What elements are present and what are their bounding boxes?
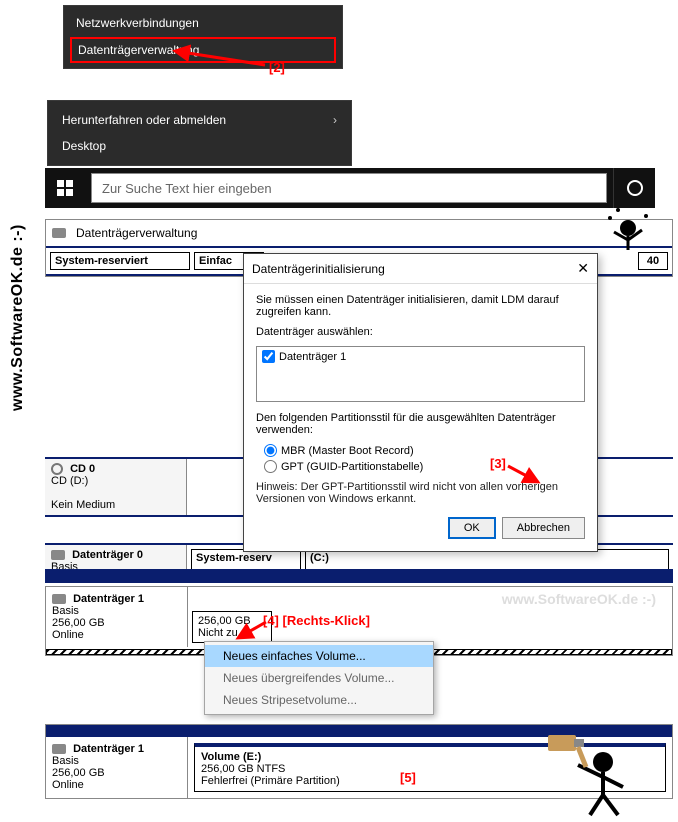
radio-gpt-label: GPT (GUID-Partitionstabelle) xyxy=(281,461,423,473)
disk-icon xyxy=(52,228,66,238)
arrow-3-icon xyxy=(500,458,550,488)
search-input[interactable]: Zur Suche Text hier eingeben xyxy=(91,173,607,203)
chevron-right-icon: › xyxy=(333,113,337,127)
cancel-button[interactable]: Abbrechen xyxy=(502,517,585,539)
disk-1b-title: Datenträger 1 xyxy=(73,743,144,755)
volume-c[interactable]: (C:) xyxy=(305,549,669,571)
volume-system-reserved[interactable]: System-reserviert xyxy=(50,252,190,270)
menu-item-new-simple-volume[interactable]: Neues einfaches Volume... xyxy=(205,645,433,667)
arrow-2-icon xyxy=(165,43,275,73)
disk-0-title: Datenträger 0 xyxy=(72,549,143,561)
annotation-5: [5] xyxy=(400,770,416,785)
arrow-4-icon xyxy=(232,616,272,646)
menu-item-shutdown-label: Herunterfahren oder abmelden xyxy=(62,113,226,127)
disk-1-basis: Basis xyxy=(52,605,79,617)
cd-icon xyxy=(51,463,63,475)
disk-icon xyxy=(52,594,66,604)
disk-icon xyxy=(51,550,65,560)
close-icon[interactable]: ✕ xyxy=(577,260,589,277)
ok-button[interactable]: OK xyxy=(448,517,496,539)
select-disk-label: Datenträger auswählen: xyxy=(256,326,585,338)
menu-item-new-spanned-volume[interactable]: Neues übergreifendes Volume... xyxy=(205,667,433,689)
annotation-4: [4] [Rechts-Klick] xyxy=(263,613,370,628)
volume-e-size: 256,00 GB NTFS xyxy=(201,763,285,775)
volume-e-status: Fehlerfrei (Primäre Partition) xyxy=(201,775,340,787)
menu-item-shutdown[interactable]: Herunterfahren oder abmelden › xyxy=(48,107,351,133)
radio-mbr-label: MBR (Master Boot Record) xyxy=(281,445,414,457)
windows-logo-icon xyxy=(57,180,73,196)
window-titlebar: Datenträgerverwaltung xyxy=(46,220,672,246)
splash-figure-icon xyxy=(598,200,658,260)
blue-divider xyxy=(45,569,673,583)
dialog-message: Sie müssen einen Datenträger initialisie… xyxy=(256,294,585,318)
disk-1-size: 256,00 GB xyxy=(52,617,105,629)
window-title: Datenträgerverwaltung xyxy=(76,226,197,240)
disk-select-list[interactable]: Datenträger 1 xyxy=(256,346,585,402)
initialize-disk-dialog: Datenträgerinitialisierung ✕ Sie müssen … xyxy=(243,253,598,552)
radio-mbr[interactable] xyxy=(264,444,277,457)
partition-style-label: Den folgenden Partitionsstil für die aus… xyxy=(256,412,585,436)
cd-label: CD (D:) xyxy=(51,475,88,487)
menu-item-desktop[interactable]: Desktop xyxy=(48,133,351,159)
cortana-circle-icon xyxy=(627,180,643,196)
cd-title: CD 0 xyxy=(70,463,95,475)
watermark-left: www.SoftwareOK.de :-) xyxy=(9,224,27,411)
disk-1-checkbox[interactable] xyxy=(262,350,275,363)
disk-1b-status: Online xyxy=(52,779,84,791)
disk-icon xyxy=(52,744,66,754)
volume-e-name: Volume (E:) xyxy=(201,751,261,763)
disk-1-status: Online xyxy=(52,629,84,641)
watermark-faint-1: www.SoftwareOK.de :-) xyxy=(192,591,668,607)
disk-1b-basis: Basis xyxy=(52,755,79,767)
winx-menu-bottom: Herunterfahren oder abmelden › Desktop xyxy=(47,100,352,166)
disk-1b-size: 256,00 GB xyxy=(52,767,105,779)
hammer-figure-icon xyxy=(528,717,648,817)
start-button[interactable] xyxy=(45,168,85,208)
cd-status: Kein Medium xyxy=(51,499,115,511)
taskbar: Zur Suche Text hier eingeben xyxy=(45,168,655,208)
disk-1-title: Datenträger 1 xyxy=(73,593,144,605)
menu-item-new-striped-volume[interactable]: Neues Stripesetvolume... xyxy=(205,689,433,711)
context-menu-new-volume: Neues einfaches Volume... Neues übergrei… xyxy=(204,641,434,715)
radio-gpt[interactable] xyxy=(264,460,277,473)
menu-item-network[interactable]: Netzwerkverbindungen xyxy=(64,10,342,36)
disk-1-label: Datenträger 1 xyxy=(279,351,346,363)
volume-system-reserved-2[interactable]: System-reserv xyxy=(191,549,301,571)
dialog-title: Datenträgerinitialisierung xyxy=(252,262,385,276)
